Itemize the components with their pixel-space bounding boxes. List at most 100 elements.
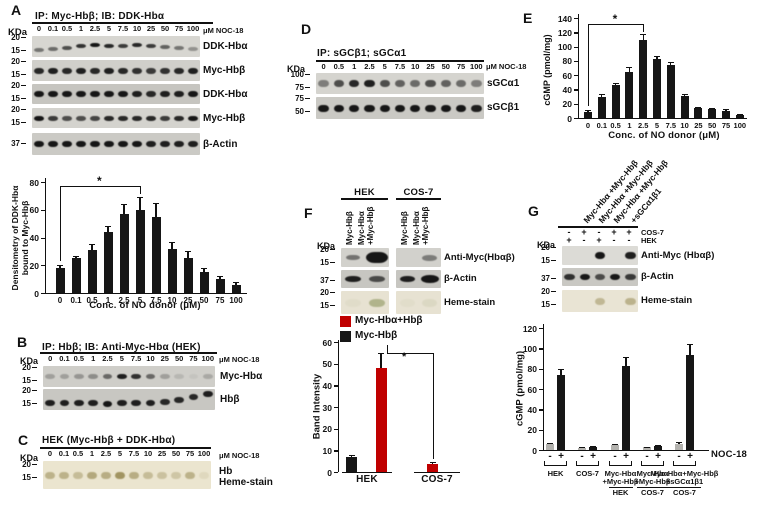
column-group-COS7: COS-7 bbox=[403, 187, 434, 198]
y-tick-label: 40 bbox=[562, 84, 572, 95]
x-tick-label: 100 bbox=[229, 295, 243, 305]
blot-band bbox=[45, 374, 56, 379]
y-tick-label: 40 bbox=[322, 380, 332, 391]
kda-dash bbox=[21, 142, 26, 144]
chart-bar bbox=[375, 368, 387, 472]
blot-band bbox=[90, 91, 100, 97]
error-bar bbox=[684, 93, 686, 96]
error-bar bbox=[656, 55, 658, 59]
x-tick-label: 10 bbox=[680, 120, 689, 130]
chartG-group-label: +Myc-Hbβ bbox=[634, 477, 671, 486]
y-tick bbox=[41, 182, 45, 184]
chart-bar bbox=[71, 258, 81, 293]
blot-band bbox=[425, 104, 436, 112]
blot-strip bbox=[562, 268, 638, 286]
lane-label-vertical: Myc-Hbβ bbox=[345, 211, 354, 245]
noc-sign: + bbox=[566, 234, 572, 245]
error-bar bbox=[380, 352, 382, 368]
lane-label: 50 bbox=[441, 61, 450, 71]
blot-band bbox=[160, 44, 170, 49]
noc-sign: - bbox=[627, 234, 631, 245]
y-tick-label: 40 bbox=[29, 233, 39, 243]
blot-band bbox=[59, 374, 70, 379]
blot-strip bbox=[43, 389, 215, 410]
noc-sign: + bbox=[558, 451, 564, 462]
lane-label: 25 bbox=[146, 24, 156, 33]
kda-mark: 37 bbox=[311, 277, 335, 285]
blot-band bbox=[34, 141, 44, 147]
x-tick-label: 100 bbox=[733, 120, 747, 130]
sub-overline bbox=[608, 486, 633, 488]
y-tick-label: 0 bbox=[327, 467, 332, 478]
blot-band bbox=[420, 275, 439, 283]
x-axis bbox=[45, 293, 247, 295]
lane-label: 75 bbox=[456, 61, 466, 71]
blot-band bbox=[62, 45, 72, 50]
noc-sign: - bbox=[677, 451, 681, 462]
blot-band bbox=[146, 141, 156, 147]
chart-bar bbox=[694, 108, 703, 118]
blot-band bbox=[625, 252, 636, 259]
blot-band bbox=[440, 80, 451, 87]
lane-label: 2.5 bbox=[100, 448, 112, 458]
blot-band bbox=[104, 67, 114, 74]
blot-band bbox=[455, 80, 467, 87]
error-bar bbox=[123, 204, 125, 214]
x-tick-label: 0.5 bbox=[86, 295, 98, 305]
y-tick bbox=[539, 368, 543, 370]
blot-band bbox=[34, 91, 44, 97]
blot-band bbox=[174, 115, 184, 121]
y-tick bbox=[574, 60, 578, 63]
x-tick-label: 50 bbox=[199, 295, 209, 305]
blot-strip bbox=[43, 366, 215, 387]
lane-label: 5 bbox=[117, 448, 123, 458]
chart-bar bbox=[578, 447, 586, 450]
lane-label: 7.5 bbox=[394, 61, 406, 71]
blot-band bbox=[116, 399, 127, 406]
blot-band bbox=[116, 374, 127, 379]
blot-band bbox=[625, 297, 636, 305]
error-bar bbox=[59, 265, 61, 269]
error-bar bbox=[203, 268, 205, 273]
blot-band bbox=[160, 91, 170, 97]
y-tick bbox=[574, 118, 578, 120]
error-bar-cap bbox=[201, 268, 207, 270]
kda-mark: 75 bbox=[286, 95, 310, 103]
sig-bracket bbox=[60, 186, 140, 188]
chart-bar bbox=[119, 213, 129, 293]
row-label-HEK: HEK bbox=[641, 236, 657, 245]
y-tick bbox=[539, 409, 543, 411]
chart-bar bbox=[643, 447, 651, 450]
blot-strip bbox=[32, 108, 200, 128]
blot-band bbox=[333, 80, 345, 87]
blot-strip bbox=[32, 36, 200, 57]
y-tick bbox=[334, 428, 338, 430]
column-group-HEK: HEK bbox=[354, 187, 375, 198]
chart-bar bbox=[654, 445, 662, 450]
blot-band bbox=[394, 80, 406, 87]
y-tick bbox=[334, 472, 338, 474]
strip-label: sGCα1 bbox=[487, 78, 520, 89]
kda-mark: 20 bbox=[13, 461, 37, 469]
blot-strip bbox=[32, 84, 200, 104]
noc-sign: + bbox=[623, 451, 629, 462]
sig-star: * bbox=[402, 351, 407, 363]
lane-label: 2.5 bbox=[102, 354, 113, 363]
error-bar-cap bbox=[153, 202, 159, 204]
blot-strip bbox=[316, 97, 484, 119]
kda-mark: 15 bbox=[311, 259, 335, 267]
blot-strip bbox=[32, 133, 200, 155]
x-tick-label: 0 bbox=[585, 120, 591, 130]
error-bar-cap bbox=[121, 204, 127, 206]
chart-bar bbox=[183, 258, 193, 293]
y-tick-label: 10 bbox=[322, 445, 332, 456]
blot-band bbox=[73, 471, 83, 479]
blot-band bbox=[188, 46, 198, 51]
x-tick-label: 10 bbox=[167, 295, 177, 305]
error-bar bbox=[670, 62, 672, 66]
y-tick bbox=[574, 103, 578, 105]
chart-bar bbox=[653, 58, 661, 118]
y-tick bbox=[334, 407, 338, 409]
noc-sign: + bbox=[687, 451, 693, 462]
